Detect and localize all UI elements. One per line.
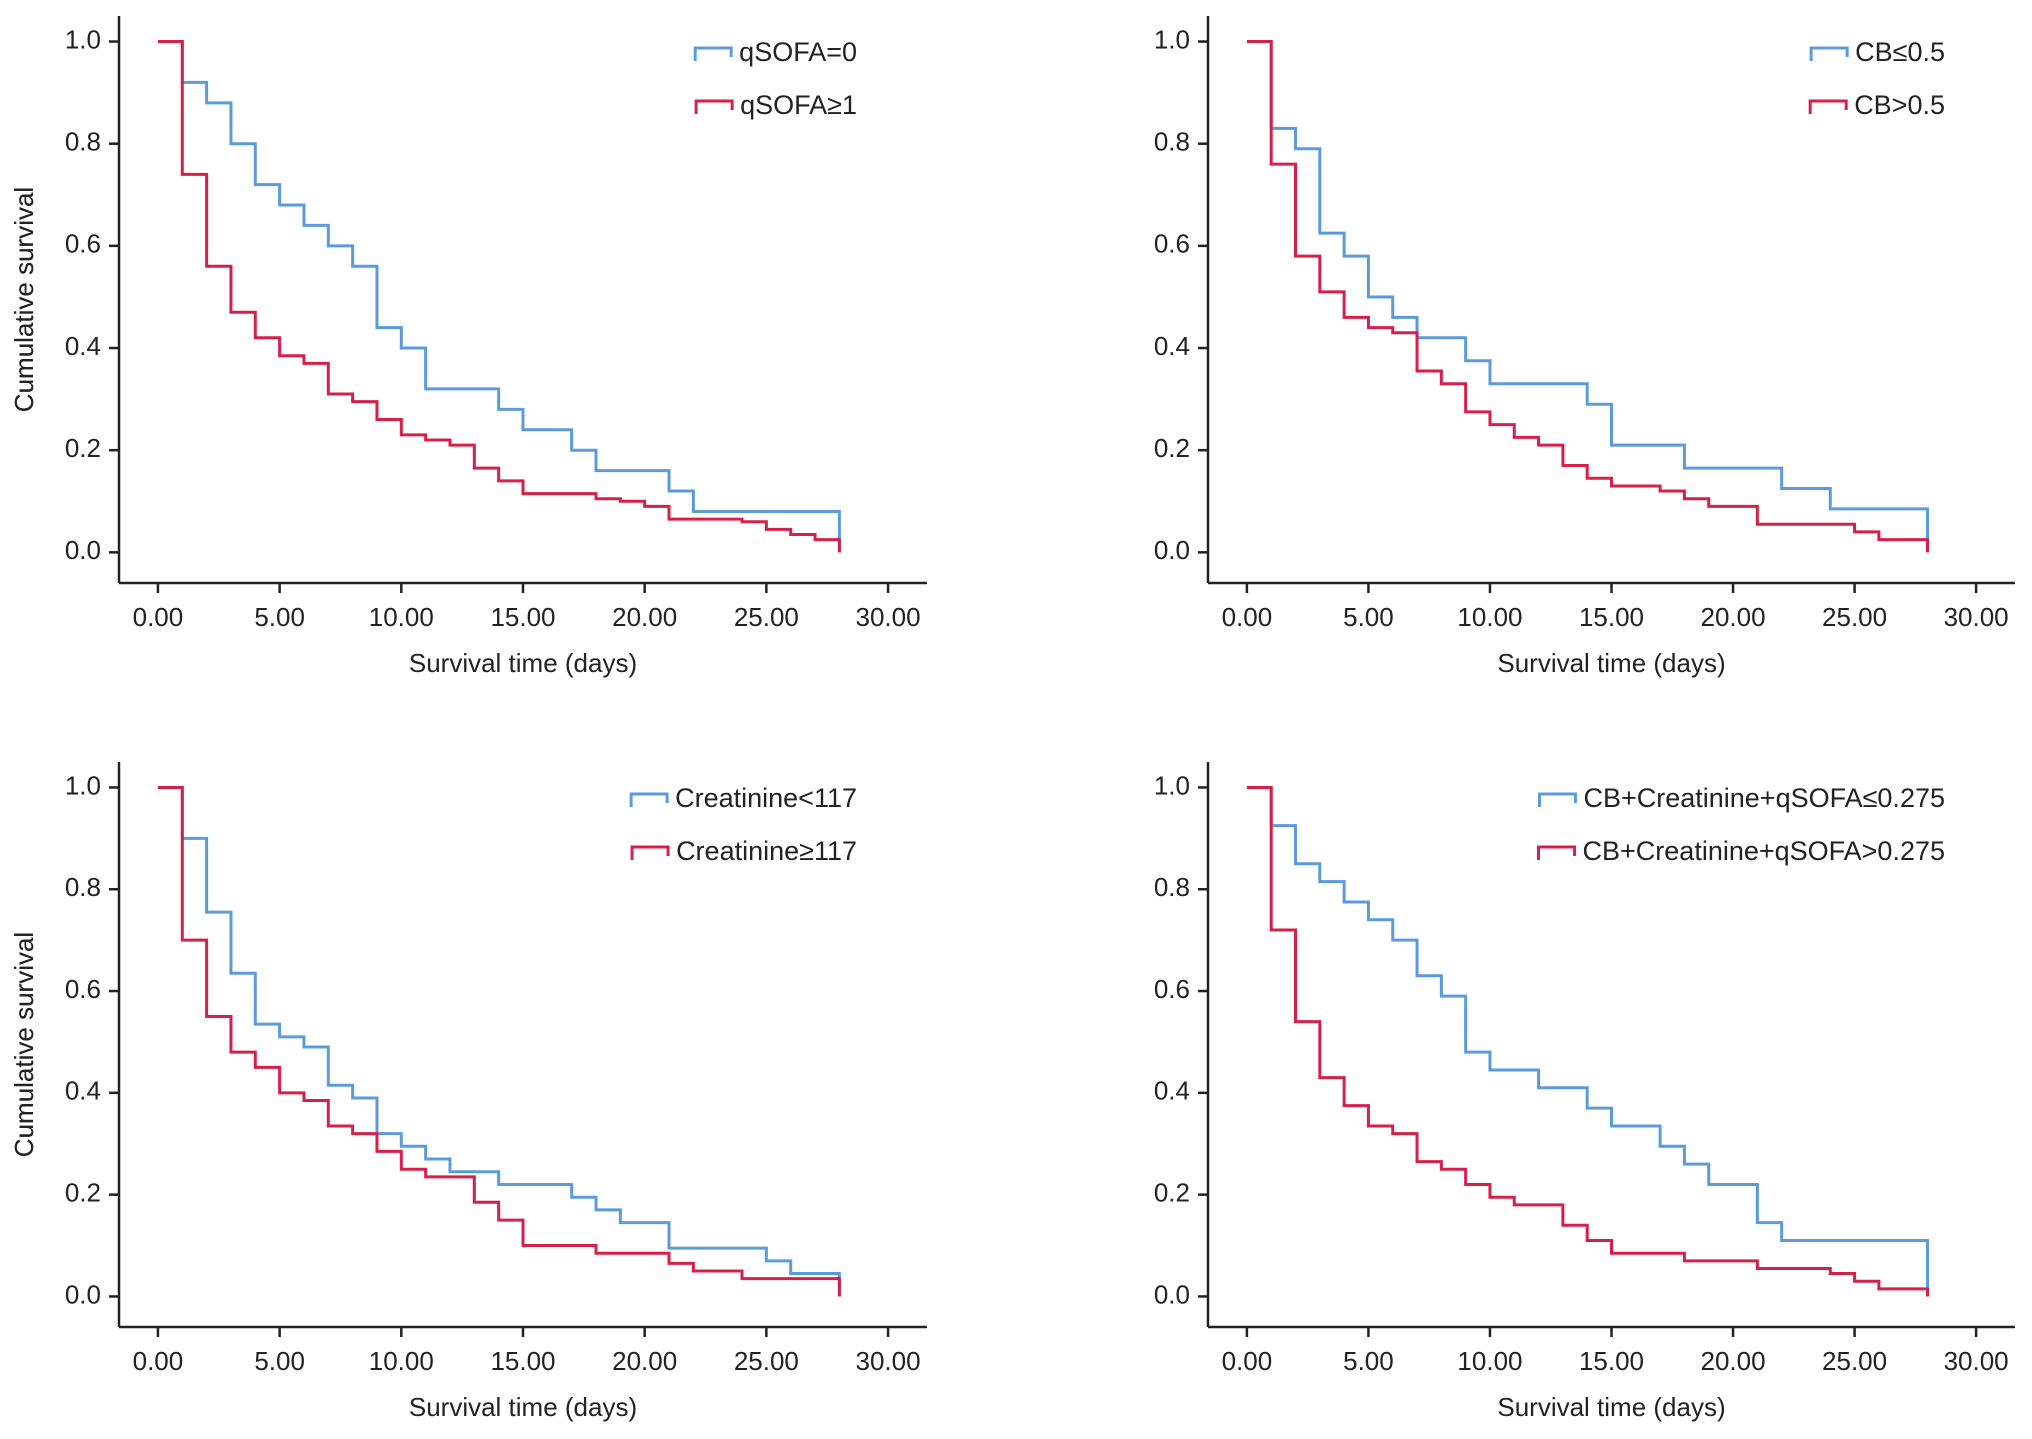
x-tick-label: 25.00 (734, 602, 799, 632)
x-axis-label: Survival time (days) (409, 1392, 637, 1422)
y-axis-label: Cumulative survival (9, 187, 39, 412)
y-tick-label: 0.0 (65, 535, 101, 565)
y-tick-label: 0.8 (65, 127, 101, 157)
y-tick-label: 1.0 (65, 770, 101, 800)
survival-curve (157, 785, 841, 1297)
y-tick-label: 0.6 (1154, 229, 1190, 259)
legend-label: CB≤0.5 (1855, 37, 1945, 67)
y-tick-label: 0.4 (65, 1076, 101, 1106)
y-tick-label: 0.4 (1154, 1076, 1190, 1106)
y-tick-label: 0.6 (65, 974, 101, 1004)
y-axis-label: Cumulative survival (9, 187, 39, 412)
legend-icon (1808, 99, 1848, 114)
y-tick-label: 0.2 (1154, 1178, 1190, 1208)
legend-icon (693, 46, 733, 61)
x-tick-label: 0.00 (133, 1346, 184, 1376)
x-tick-label: 5.00 (1343, 602, 1394, 632)
legend-label: qSOFA≥1 (740, 90, 857, 120)
legend-label: Creatinine≥117 (676, 836, 857, 866)
y-tick-label: 0.8 (1154, 872, 1190, 902)
legend-icon (1809, 46, 1849, 61)
survival-curve (157, 40, 841, 553)
x-tick-label: 0.00 (1222, 602, 1273, 632)
x-tick-label: 10.00 (1457, 602, 1522, 632)
legend-icon (630, 845, 670, 860)
x-axis-label: Survival time (days) (409, 648, 637, 678)
x-tick-label: 0.00 (1222, 1346, 1273, 1376)
y-tick-label: 0.0 (65, 1279, 101, 1309)
survival-curve (1246, 40, 1929, 553)
legend-label: CB>0.5 (1854, 90, 1945, 120)
x-tick-label: 30.00 (856, 1346, 921, 1376)
x-tick-label: 25.00 (734, 1346, 799, 1376)
x-tick-label: 25.00 (1822, 1346, 1887, 1376)
legend-label: CB+Creatinine+qSOFA≤0.275 (1583, 783, 1945, 813)
x-tick-label: 5.00 (1343, 1346, 1394, 1376)
x-tick-label: 0.00 (133, 602, 184, 632)
x-axis-label: Survival time (days) (1497, 648, 1725, 678)
legend-icon (1537, 792, 1577, 807)
x-tick-label: 10.00 (369, 1346, 434, 1376)
x-tick-label: 15.00 (490, 1346, 555, 1376)
x-tick-label: 10.00 (1457, 1346, 1522, 1376)
x-tick-label: 20.00 (612, 602, 677, 632)
y-tick-label: 0.0 (1154, 535, 1190, 565)
y-tick-label: 1.0 (65, 24, 101, 54)
x-tick-label: 5.00 (254, 1346, 305, 1376)
x-tick-label: 25.00 (1822, 602, 1887, 632)
y-tick-label: 0.2 (1154, 433, 1190, 463)
x-tick-label: 30.00 (856, 602, 921, 632)
y-axis-label: Cumulative survival (9, 932, 39, 1157)
y-tick-label: 1.0 (1154, 770, 1190, 800)
x-tick-label: 15.00 (1579, 602, 1644, 632)
y-tick-label: 0.8 (1154, 127, 1190, 157)
survival-curve (1246, 785, 1929, 1297)
survival-curve (1246, 785, 1929, 1297)
legend-label: Creatinine<117 (675, 783, 857, 813)
x-tick-label: 30.00 (1944, 602, 2009, 632)
x-tick-label: 30.00 (1944, 1346, 2009, 1376)
x-tick-label: 5.00 (254, 602, 305, 632)
legend-label: CB+Creatinine+qSOFA>0.275 (1583, 836, 1945, 866)
y-tick-label: 0.2 (65, 433, 101, 463)
x-tick-label: 20.00 (1700, 1346, 1765, 1376)
legend-label: qSOFA=0 (739, 37, 857, 67)
y-tick-label: 0.6 (65, 229, 101, 259)
x-axis-label: Survival time (days) (1497, 1392, 1725, 1422)
legend-icon (629, 792, 669, 807)
survival-curve (1246, 40, 1929, 553)
x-tick-label: 10.00 (369, 602, 434, 632)
y-tick-label: 0.2 (65, 1178, 101, 1208)
y-tick-label: 1.0 (1154, 24, 1190, 54)
survival-curve (157, 40, 841, 553)
y-tick-label: 0.0 (1154, 1279, 1190, 1309)
x-tick-label: 20.00 (1700, 602, 1765, 632)
survival-curve (157, 785, 841, 1297)
y-tick-label: 0.6 (1154, 974, 1190, 1004)
y-tick-label: 0.8 (65, 872, 101, 902)
x-tick-label: 15.00 (1579, 1346, 1644, 1376)
legend-icon (694, 99, 734, 114)
legend-icon (1537, 845, 1577, 860)
x-tick-label: 15.00 (490, 602, 555, 632)
y-tick-label: 0.4 (1154, 331, 1190, 361)
y-tick-label: 0.4 (65, 331, 101, 361)
x-tick-label: 20.00 (612, 1346, 677, 1376)
y-axis-label: Cumulative survival (9, 932, 39, 1157)
